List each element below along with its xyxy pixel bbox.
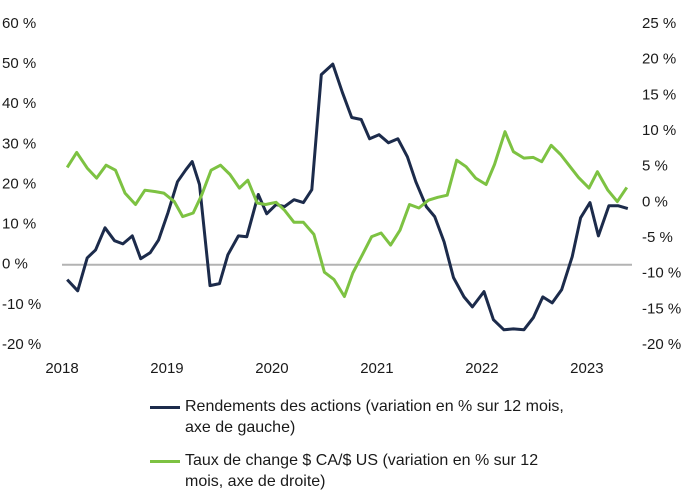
x-tick-label: 2022 (465, 360, 498, 377)
legend-label: Rendements des actions (variation en % s… (185, 398, 564, 436)
y-tick-label: 30 % (2, 135, 36, 152)
legend-swatch (150, 406, 180, 409)
legend-item: Taux de change $ CA/$ US (variation en %… (150, 450, 570, 492)
y-tick-label: 50 % (2, 55, 36, 72)
y-tick-label: -20 % (2, 336, 41, 353)
y2-tick-label: 0 % (642, 193, 668, 210)
y2-tick-label: -20 % (642, 336, 681, 353)
chart: -20 % -10 % 0 % 10 % 20 % 30 % 40 % 50 % 60 % -20… (2, 15, 681, 377)
y2-tick-label: 5 % (642, 158, 668, 175)
y-tick-label: 0 % (2, 256, 28, 273)
y-tick-label: 20 % (2, 175, 36, 192)
y2-tick-label: 25 % (642, 15, 676, 32)
series-line (66, 62, 629, 332)
x-tick-label: 2023 (570, 360, 603, 377)
x-tick-label: 2020 (255, 360, 288, 377)
y2-tick-label: -10 % (642, 265, 681, 282)
y2-tick-label: -5 % (642, 229, 673, 246)
y2-tick-label: 20 % (642, 51, 676, 68)
y-tick-label: 10 % (2, 216, 36, 233)
legend-swatch (150, 460, 180, 463)
legend: Rendements des actions (variation en % s… (150, 396, 570, 504)
x-tick-label: 2019 (150, 360, 183, 377)
x-tick-label: 2021 (360, 360, 393, 377)
y2-tick-label: -15 % (642, 300, 681, 317)
y-tick-label: 40 % (2, 95, 36, 112)
series-line (65, 130, 629, 298)
x-tick-label: 2018 (45, 360, 78, 377)
y-tick-label: 60 % (2, 15, 36, 32)
legend-item: Rendements des actions (variation en % s… (150, 396, 570, 438)
y-tick-label: -10 % (2, 296, 41, 313)
y2-tick-label: 15 % (642, 86, 676, 103)
y2-tick-label: 10 % (642, 122, 676, 139)
legend-label: Taux de change $ CA/$ US (variation en %… (185, 452, 539, 490)
